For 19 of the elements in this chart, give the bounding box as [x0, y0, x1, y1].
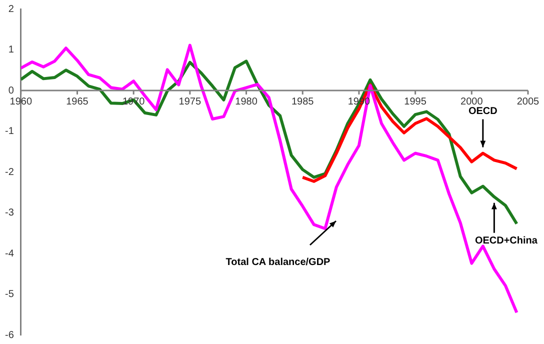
- y-tick-label: 1: [8, 44, 14, 56]
- y-tick-label: -3: [4, 208, 14, 218]
- x-tick-label: 2005: [516, 96, 540, 108]
- annotation: OECD+China: [474, 236, 538, 247]
- y-tick-label: 0: [8, 85, 14, 96]
- x-tick-label: 1985: [291, 96, 314, 108]
- x-tick-label: 1965: [66, 96, 89, 108]
- annotation: OECD: [468, 106, 498, 118]
- x-tick-label: 1980: [235, 96, 258, 108]
- y-tick-label: -6: [4, 330, 14, 341]
- x-tick-label: 1975: [178, 96, 202, 108]
- x-tick-label: 2000: [460, 96, 484, 108]
- y-tick-label: -2: [4, 166, 14, 178]
- y-tick-label: -1: [4, 126, 14, 137]
- y-tick-label: -5: [4, 289, 14, 300]
- y-tick-label: 2: [8, 4, 14, 15]
- x-tick-label: 1995: [404, 96, 427, 108]
- y-tick-label: -4: [4, 248, 14, 260]
- annotation: Total CA balance/GDP: [226, 256, 331, 268]
